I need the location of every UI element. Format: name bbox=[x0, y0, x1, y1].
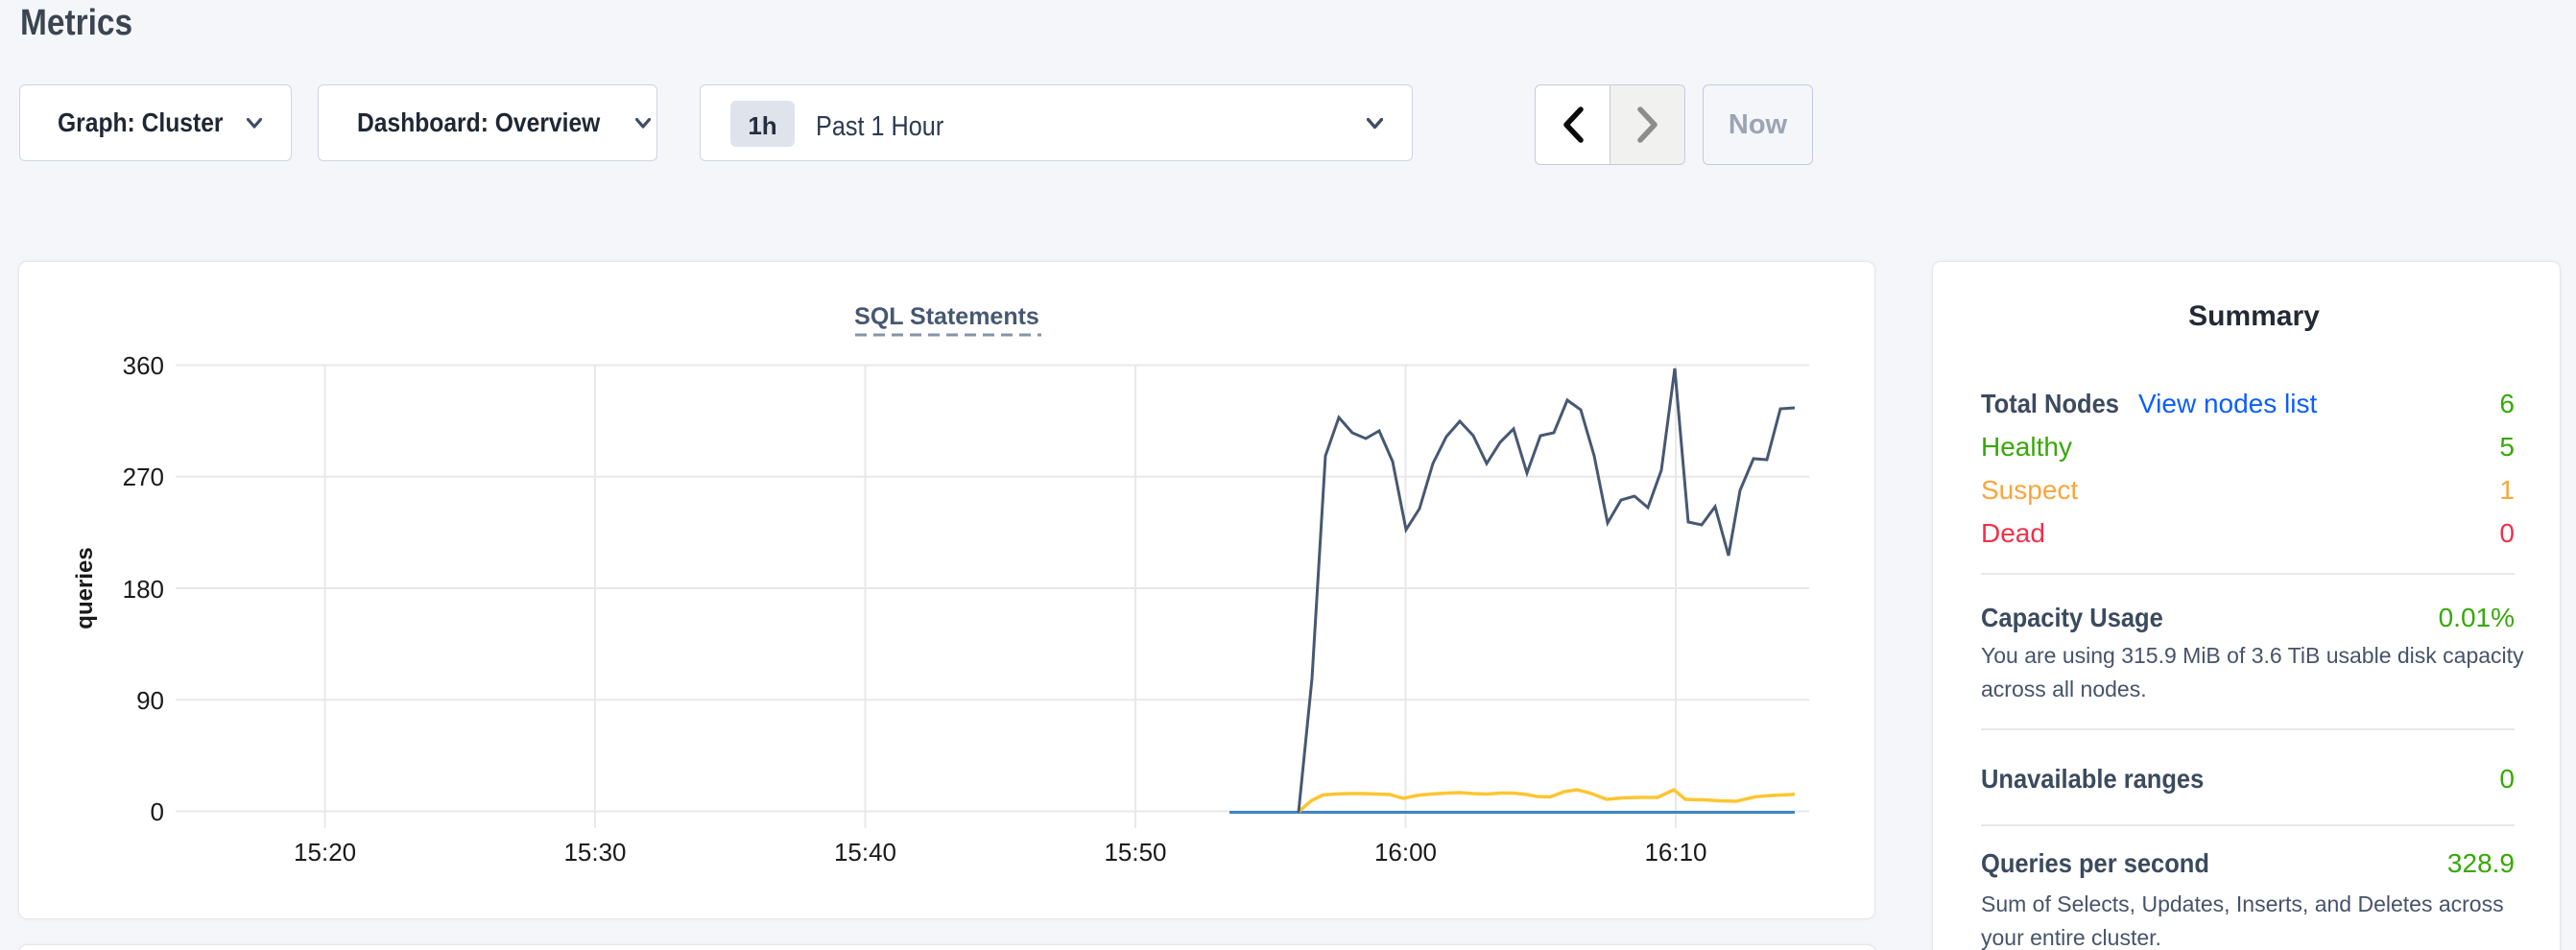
svg-text:270: 270 bbox=[123, 463, 164, 491]
svg-text:360: 360 bbox=[123, 351, 164, 380]
svg-text:15:40: 15:40 bbox=[834, 838, 896, 867]
svg-text:15:20: 15:20 bbox=[294, 838, 356, 867]
svg-text:90: 90 bbox=[136, 686, 164, 715]
svg-text:16:00: 16:00 bbox=[1374, 838, 1437, 867]
svg-text:0: 0 bbox=[151, 797, 164, 826]
svg-text:16:10: 16:10 bbox=[1644, 838, 1706, 867]
svg-text:queries: queries bbox=[72, 547, 98, 629]
svg-text:15:50: 15:50 bbox=[1104, 838, 1166, 867]
svg-text:180: 180 bbox=[123, 575, 164, 604]
svg-text:15:30: 15:30 bbox=[563, 838, 626, 867]
